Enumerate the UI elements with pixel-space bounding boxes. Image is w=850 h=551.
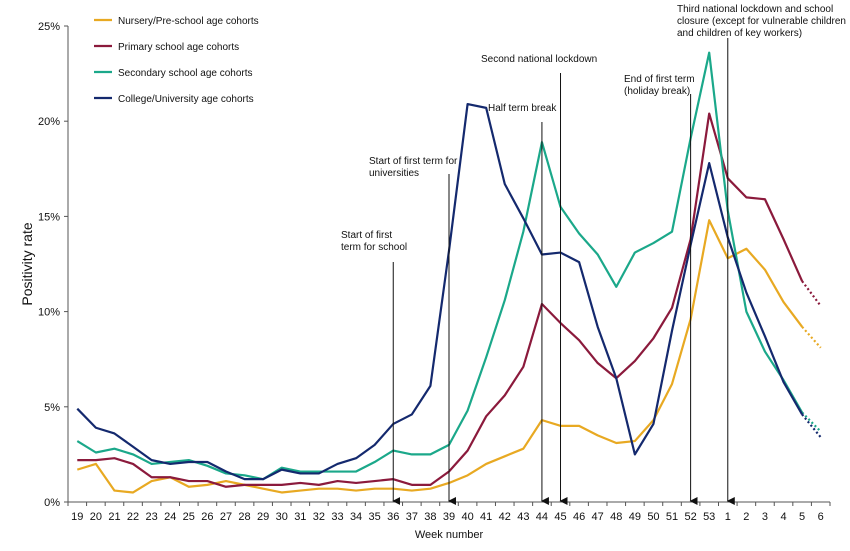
legend-label: Secondary school age cohorts <box>118 68 253 79</box>
x-tick-label: 49 <box>629 511 641 523</box>
y-tick-label: 25% <box>38 21 60 33</box>
x-tick-label: 28 <box>238 511 250 523</box>
x-tick-label: 19 <box>71 511 83 523</box>
axes: 19 20 21 22 23 24 25 26 27 28 29 30 31 32 33 34 35 36 37 38… <box>67 26 831 523</box>
legend-label: Nursery/Pre-school age cohorts <box>118 16 259 27</box>
x-tick-label: 32 <box>313 511 325 523</box>
series-line <box>77 112 804 488</box>
legend-item: Nursery/Pre-school age cohorts <box>94 16 259 27</box>
series-1 <box>76 219 822 494</box>
y-axis-ticks: 0% 5% 10% 15% 20% 25% <box>38 21 68 509</box>
series-line <box>76 102 804 481</box>
series-2 <box>77 112 822 488</box>
x-tick-label: 52 <box>684 511 696 523</box>
annotation-text: Start of first <box>341 230 392 241</box>
x-tick-label: 43 <box>517 511 529 523</box>
series-projection-line <box>801 280 822 307</box>
series-projection-line <box>801 326 822 349</box>
annotation-text: term for school <box>341 242 407 253</box>
x-tick-label: 37 <box>406 511 418 523</box>
x-tick-label: 50 <box>647 511 659 523</box>
annotation-half-term: Half term break <box>488 103 557 505</box>
y-tick-label: 0% <box>44 497 60 509</box>
y-axis-title: Positivity rate <box>19 222 35 305</box>
annotation-end-first-term: End of first term(holiday break) <box>624 74 698 505</box>
y-tick-label: 10% <box>38 307 60 319</box>
x-tick-label: 48 <box>610 511 622 523</box>
annotation-text: universities <box>369 168 419 179</box>
series-projection-line <box>801 411 822 433</box>
x-tick-label: 40 <box>461 511 473 523</box>
x-tick-label: 31 <box>294 511 306 523</box>
annotation-text: End of first term <box>624 74 695 85</box>
x-tick-label: 45 <box>554 511 566 523</box>
x-tick-label: 30 <box>276 511 288 523</box>
series-projection-line <box>801 413 822 438</box>
series-4 <box>76 102 822 481</box>
x-tick-label: 3 <box>762 511 768 523</box>
x-tick-label: 25 <box>183 511 195 523</box>
x-tick-label: 22 <box>127 511 139 523</box>
annotation-text: and children of key workers) <box>677 28 802 39</box>
annotation-text: (holiday break) <box>624 86 690 97</box>
x-tick-label: 46 <box>573 511 585 523</box>
x-tick-label: 6 <box>818 511 824 523</box>
legend-label: College/University age cohorts <box>118 94 254 105</box>
x-tick-label: 34 <box>350 511 362 523</box>
annotation-third-lockdown: Third national lockdown and schoolclosur… <box>677 4 846 505</box>
x-tick-label: 44 <box>536 511 548 523</box>
x-tick-label: 35 <box>369 511 381 523</box>
y-tick-label: 20% <box>38 116 60 128</box>
annotation-text: Start of first term for <box>369 156 458 167</box>
y-tick-label: 15% <box>38 211 60 223</box>
x-tick-label: 51 <box>666 511 678 523</box>
annotation-second-lockdown: Second national lockdown <box>481 54 597 505</box>
x-tick-label: 20 <box>90 511 102 523</box>
x-tick-label: 5 <box>799 511 805 523</box>
x-tick-label: 4 <box>780 511 786 523</box>
x-tick-label: 29 <box>257 511 269 523</box>
x-tick-label: 42 <box>499 511 511 523</box>
series-lines <box>76 51 822 494</box>
x-tick-label: 41 <box>480 511 492 523</box>
x-tick-label: 53 <box>703 511 715 523</box>
annotation-text: Half term break <box>488 103 557 114</box>
legend-label: Primary school age cohorts <box>118 42 239 53</box>
x-tick-label: 39 <box>443 511 455 523</box>
x-tick-label: 26 <box>201 511 213 523</box>
x-tick-label: 36 <box>387 511 399 523</box>
annotation-text: Second national lockdown <box>481 54 597 65</box>
legend-item: Secondary school age cohorts <box>94 68 253 79</box>
x-tick-label: 47 <box>592 511 604 523</box>
x-tick-label: 27 <box>220 511 232 523</box>
annotation-text: Third national lockdown and school <box>677 4 833 15</box>
x-tick-label: 21 <box>108 511 120 523</box>
y-tick-label: 5% <box>44 402 60 414</box>
x-tick-label: 1 <box>725 511 731 523</box>
x-tick-label: 33 <box>331 511 343 523</box>
x-tick-label: 38 <box>424 511 436 523</box>
annotation-text: closure (except for vulnerable children <box>677 16 846 27</box>
legend-item: Primary school age cohorts <box>94 42 239 53</box>
legend-item: College/University age cohorts <box>94 94 254 105</box>
legend: Nursery/Pre-school age cohorts Primary sc… <box>94 16 259 105</box>
x-tick-label: 2 <box>743 511 749 523</box>
x-axis-title: Week number <box>415 529 484 541</box>
series-line <box>76 219 803 494</box>
series-line <box>76 51 804 481</box>
x-tick-label: 23 <box>146 511 158 523</box>
x-tick-label: 24 <box>164 511 176 523</box>
